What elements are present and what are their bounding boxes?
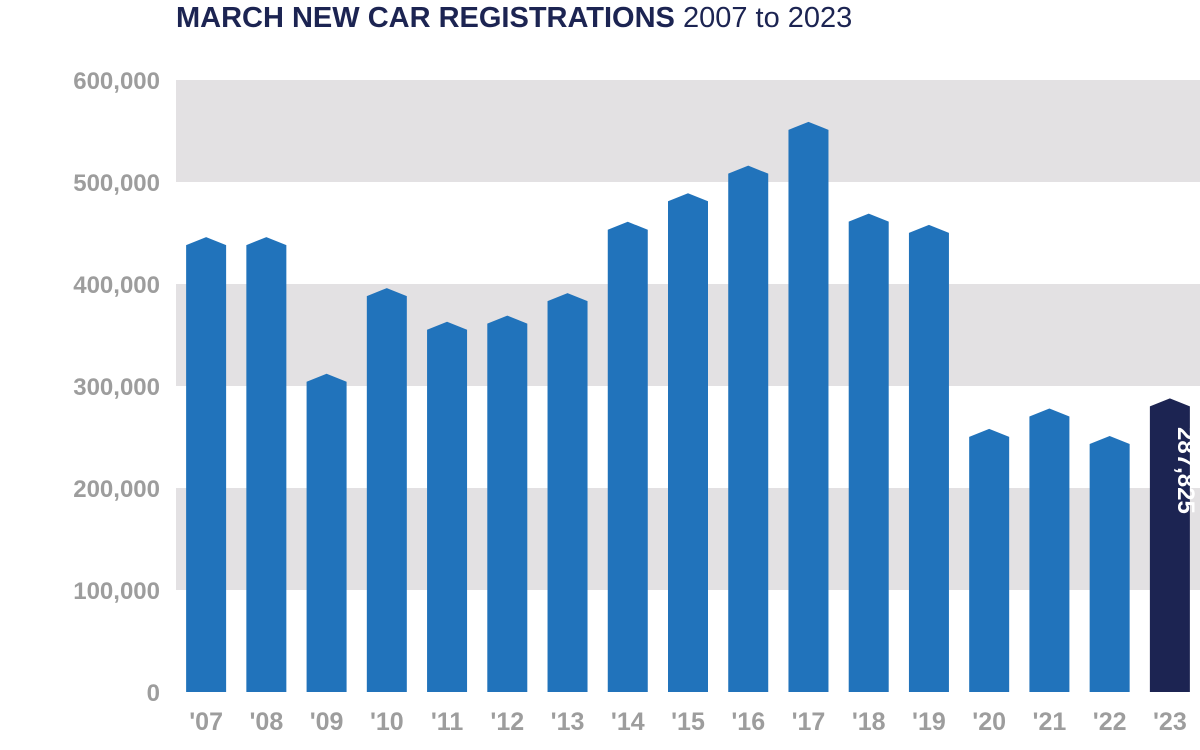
y-tick-label: 500,000 bbox=[73, 170, 160, 197]
y-tick-label: 600,000 bbox=[73, 68, 160, 95]
bar bbox=[487, 315, 528, 692]
bar bbox=[547, 293, 588, 692]
grid-band bbox=[176, 80, 1200, 182]
bar bbox=[607, 221, 648, 692]
chart-title: MARCH NEW CAR REGISTRATIONS 2007 to 2023 bbox=[176, 2, 852, 35]
y-tick-label: 200,000 bbox=[73, 476, 160, 503]
x-tick-label: '09 bbox=[310, 708, 344, 736]
x-tick-label: '17 bbox=[792, 708, 826, 736]
x-tick-label: '07 bbox=[189, 708, 223, 736]
bar bbox=[1089, 435, 1130, 692]
x-tick-label: '19 bbox=[912, 708, 946, 736]
x-tick-label: '22 bbox=[1093, 708, 1127, 736]
x-tick-label: '16 bbox=[731, 708, 765, 736]
x-tick-label: '11 bbox=[431, 708, 463, 736]
chart-subtitle: 2007 to 2023 bbox=[682, 2, 853, 34]
bar bbox=[427, 321, 468, 692]
bar bbox=[728, 165, 769, 692]
bar bbox=[969, 428, 1010, 692]
bar bbox=[306, 373, 347, 692]
bar bbox=[908, 224, 949, 692]
bar bbox=[186, 237, 227, 692]
y-tick-label: 400,000 bbox=[73, 272, 160, 299]
x-tick-label: '18 bbox=[852, 708, 886, 736]
x-tick-label: '13 bbox=[551, 708, 585, 736]
x-tick-label: '14 bbox=[611, 708, 645, 736]
bar bbox=[668, 193, 708, 692]
x-tick-label: '20 bbox=[972, 708, 1006, 736]
x-tick-label: '15 bbox=[671, 708, 705, 736]
bar bbox=[848, 213, 889, 692]
x-tick-label: '10 bbox=[370, 708, 404, 736]
x-tick-label: '23 bbox=[1153, 708, 1187, 736]
y-tick-label: 300,000 bbox=[73, 374, 160, 401]
x-tick-label: '21 bbox=[1033, 708, 1067, 736]
y-tick-label: 100,000 bbox=[73, 578, 160, 605]
bar bbox=[246, 237, 287, 692]
data-label: 287,825 bbox=[1172, 427, 1199, 514]
x-tick-label: '08 bbox=[249, 708, 283, 736]
bar-highlight bbox=[1149, 398, 1190, 692]
bar bbox=[1029, 408, 1070, 692]
x-tick-label: '12 bbox=[490, 708, 524, 736]
y-tick-label: 0 bbox=[147, 680, 160, 707]
bar bbox=[366, 288, 407, 692]
chart-title-main: MARCH NEW CAR REGISTRATIONS bbox=[176, 2, 675, 34]
bar bbox=[788, 121, 829, 692]
